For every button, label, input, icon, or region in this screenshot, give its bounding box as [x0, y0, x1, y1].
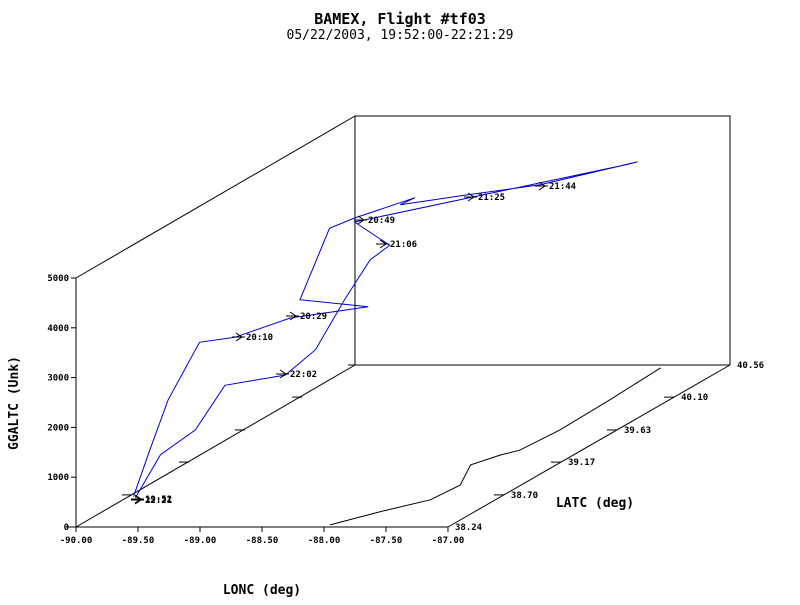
z-tick-label: 1000 [47, 473, 69, 483]
z-axis-label: GGALTC (Unk) [7, 356, 22, 450]
time-annotation: 21:44 [549, 182, 577, 192]
z-tick-label: 4000 [47, 324, 69, 334]
x-tick-label: -87.00 [432, 536, 465, 546]
time-annotation: 22:21 [145, 496, 172, 506]
floor-left-edge [75, 364, 356, 528]
y-tick-label: 39.63 [624, 426, 651, 436]
x-tick-label: -88.50 [246, 536, 279, 546]
top-left-edge [75, 115, 356, 279]
x-tick-label: -90.00 [60, 536, 93, 546]
x-tick-label: -88.00 [308, 536, 341, 546]
flight-track [133, 161, 638, 498]
z-tick-label: 5000 [47, 274, 69, 284]
flight-track [329, 367, 661, 526]
y-tick-label: 38.24 [455, 523, 483, 533]
time-annotation: 21:06 [390, 240, 417, 250]
time-annotation: 22:02 [290, 370, 317, 380]
x-axis-label: LONC (deg) [223, 583, 301, 598]
x-tick-label: -89.00 [184, 536, 217, 546]
y-tick-label: 39.17 [568, 458, 595, 468]
x-tick-label: -87.50 [370, 536, 403, 546]
time-annotation: 20:49 [368, 216, 395, 226]
x-tick-label: -89.50 [122, 536, 155, 546]
back-face [354, 115, 731, 365]
time-annotation: 21:25 [478, 193, 505, 203]
z-tick-label: 0 [64, 523, 69, 533]
time-annotation: 19:52 [145, 495, 172, 505]
chart-subtitle: 05/22/2003, 19:52:00-22:21:29 [287, 28, 514, 43]
chart-title: BAMEX, Flight #tf03 [314, 10, 486, 28]
time-annotation: 20:10 [246, 333, 273, 343]
y-axis-label: LATC (deg) [556, 496, 634, 511]
y-tick-label: 40.56 [737, 361, 764, 371]
y-tick-label: 38.70 [511, 491, 538, 501]
time-annotation: 20:29 [300, 312, 327, 322]
y-axis-line [447, 364, 731, 528]
z-tick-label: 3000 [47, 374, 69, 384]
y-tick-label: 40.10 [681, 393, 708, 403]
z-tick-label: 2000 [47, 423, 69, 433]
box-frame [75, 115, 731, 528]
